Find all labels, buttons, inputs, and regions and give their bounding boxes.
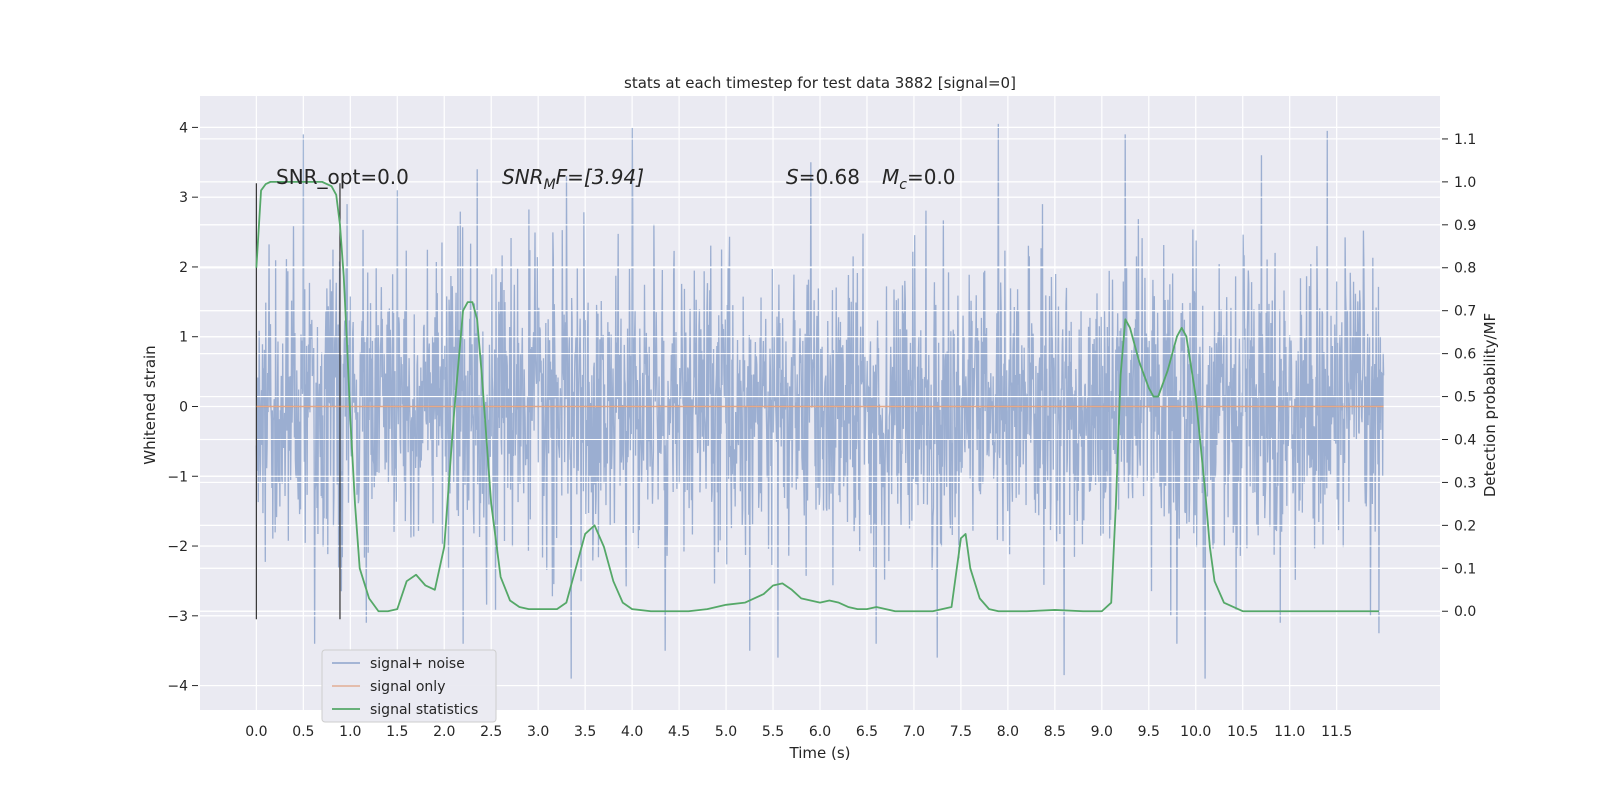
y2-tick-label: 0.5 xyxy=(1454,390,1476,406)
x-tick-label: 1.5 xyxy=(386,724,408,740)
x-tick-label: 11.0 xyxy=(1274,724,1305,740)
series-signal-noise-path xyxy=(255,123,1385,679)
mc-base: M xyxy=(882,165,899,189)
series-signal-statistics-path xyxy=(255,180,1379,613)
line-series xyxy=(255,180,1384,613)
y-tick-label: 4 xyxy=(179,120,188,136)
x-tick-label: 3.5 xyxy=(574,724,596,740)
y-tick-label: 1 xyxy=(179,330,188,346)
x-tick-label: 0.0 xyxy=(245,724,267,740)
x-tick-label: 4.5 xyxy=(668,724,690,740)
y2-tick-label: 0.9 xyxy=(1454,218,1476,234)
x-axis-label: Time (s) xyxy=(789,744,851,762)
x-tick-label: 11.5 xyxy=(1321,724,1352,740)
annotation-snr-mf: SNRMF=[3.94] xyxy=(502,165,644,193)
overlay-grid xyxy=(200,126,1440,687)
x-tick-label: 8.0 xyxy=(997,724,1019,740)
x-tick-label: 6.5 xyxy=(856,724,878,740)
signal-noise-series xyxy=(255,123,1385,679)
x-tick-label: 8.5 xyxy=(1044,724,1066,740)
snr-mf-sub: M xyxy=(544,177,556,193)
y2-tick-label: 0.2 xyxy=(1454,518,1476,534)
x-tick-label: 1.0 xyxy=(339,724,361,740)
x-tick-label: 5.5 xyxy=(762,724,784,740)
x-tick-label: 0.5 xyxy=(292,724,314,740)
legend-label-signal-statistics: signal statistics xyxy=(370,702,478,718)
y-tick-label: −2 xyxy=(167,539,188,555)
legend-label-signal-noise: signal+ noise xyxy=(370,656,465,672)
y-tick-label: −3 xyxy=(167,609,188,625)
mc-value: =0.0 xyxy=(907,165,956,189)
x-tick-label: 2.0 xyxy=(433,724,455,740)
x-tick-label: 10.0 xyxy=(1180,724,1211,740)
snr-mf-rest: F=[3.94] xyxy=(556,165,644,189)
y-tick-label: 2 xyxy=(179,260,188,276)
snr-mf-base: SNR xyxy=(502,165,544,189)
x-tick-label: 5.0 xyxy=(715,724,737,740)
x-tick-label: 10.5 xyxy=(1227,724,1258,740)
x-tick-label: 2.5 xyxy=(480,724,502,740)
mc-sub: c xyxy=(899,177,907,193)
x-tick-label: 9.0 xyxy=(1091,724,1113,740)
x-tick-label: 7.0 xyxy=(903,724,925,740)
y-tick-label: 3 xyxy=(179,190,188,206)
chart-title: stats at each timestep for test data 388… xyxy=(624,74,1016,92)
legend: signal+ noise signal only signal statist… xyxy=(321,649,497,723)
x-tick-label: 9.5 xyxy=(1138,724,1160,740)
axis-ticks: 0.0 0.5 1.0 1.5 2.0 2.5 3.0 3.5 4.0 4.5 5.0 5.5 6.0 6… xyxy=(167,120,1476,740)
y-axis-label: Whitened strain xyxy=(141,345,159,464)
y2-axis-label: Detection probability/MF xyxy=(1481,313,1499,497)
y2-tick-label: 0.1 xyxy=(1454,561,1476,577)
y2-tick-label: 0.7 xyxy=(1454,304,1476,320)
y2-tick-label: 0.3 xyxy=(1454,475,1476,491)
s-value: =0.68 xyxy=(799,165,860,189)
x-tick-label: 3.0 xyxy=(527,724,549,740)
y2-tick-label: 0.6 xyxy=(1454,347,1476,363)
y-tick-label: −1 xyxy=(167,469,188,485)
s-label: S xyxy=(786,165,799,189)
y-tick-label: −4 xyxy=(167,679,188,695)
x-tick-label: 4.0 xyxy=(621,724,643,740)
y2-tick-label: 0.4 xyxy=(1454,432,1476,448)
y2-tick-label: 0.0 xyxy=(1454,604,1476,620)
annotation-mc: Mc=0.0 xyxy=(882,165,956,193)
y2-tick-label: 1.1 xyxy=(1454,132,1476,148)
x-tick-label: 7.5 xyxy=(950,724,972,740)
legend-box xyxy=(321,649,497,723)
annotation-snr-opt: SNR_opt=0.0 xyxy=(276,165,409,189)
legend-label-signal-only: signal only xyxy=(370,679,445,695)
annotation-s: S=0.68 xyxy=(786,165,860,189)
y2-tick-label: 0.8 xyxy=(1454,261,1476,277)
x-tick-label: 6.0 xyxy=(809,724,831,740)
y2-tick-label: 1.0 xyxy=(1454,175,1476,191)
y-tick-label: 0 xyxy=(179,399,188,415)
